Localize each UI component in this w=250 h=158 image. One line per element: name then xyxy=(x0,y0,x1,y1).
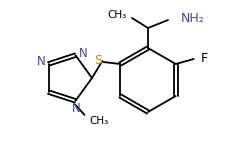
Text: N: N xyxy=(78,47,87,60)
Text: S: S xyxy=(94,55,102,67)
Text: NH₂: NH₂ xyxy=(181,12,205,24)
Text: F: F xyxy=(201,52,208,66)
Text: CH₃: CH₃ xyxy=(90,116,109,126)
Text: N: N xyxy=(72,102,81,115)
Text: CH₃: CH₃ xyxy=(108,10,127,20)
Text: N: N xyxy=(37,55,46,68)
